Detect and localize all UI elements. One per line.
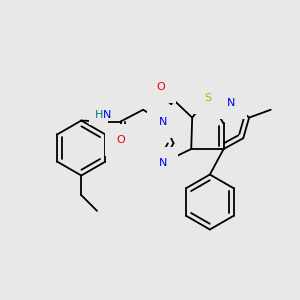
Text: O: O [156,82,165,92]
Text: H: H [94,110,103,120]
Text: N: N [103,110,111,120]
Text: O: O [116,135,125,145]
Text: S: S [204,93,211,103]
Text: N: N [227,98,236,108]
Text: N: N [159,116,167,127]
Text: N: N [159,158,167,168]
